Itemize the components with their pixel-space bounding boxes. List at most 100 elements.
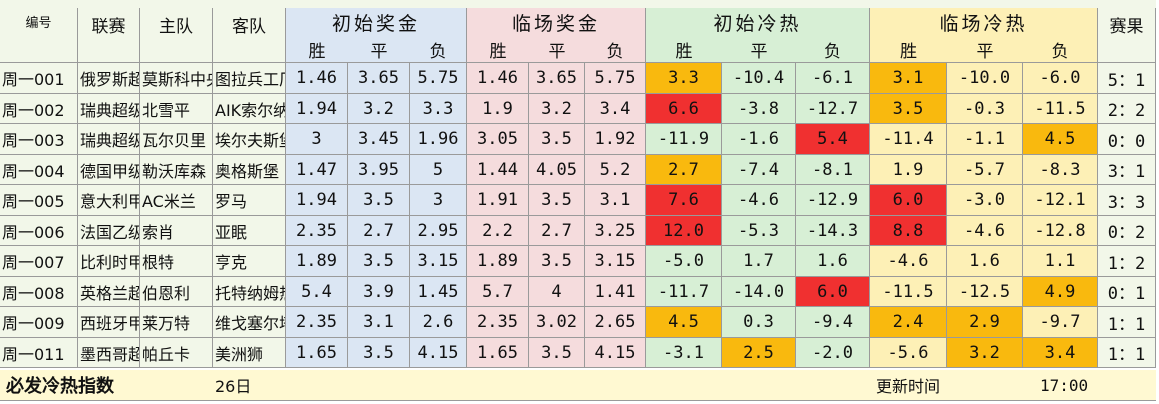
row-home-team[interactable]: AC米兰: [140, 185, 213, 216]
header-initial-heat-sub-2[interactable]: 负: [796, 36, 870, 63]
cell-initial-odds-0[interactable]: 1.65: [286, 338, 348, 368]
cell-live-odds-2[interactable]: 3.1: [585, 185, 646, 216]
cell-live-heat-0[interactable]: 1.9: [870, 155, 947, 185]
cell-live-odds-1[interactable]: 4: [529, 277, 585, 307]
cell-initial-odds-0[interactable]: 1.94: [286, 185, 348, 216]
cell-initial-odds-1[interactable]: 3.5: [348, 185, 410, 216]
cell-live-odds-2[interactable]: 2.65: [585, 307, 646, 338]
cell-initial-heat-1[interactable]: -1.6: [722, 124, 796, 155]
cell-live-heat-1[interactable]: -0.3: [947, 94, 1023, 124]
row-league[interactable]: 德国甲级: [78, 155, 140, 185]
row-id[interactable]: 周一002: [0, 94, 78, 124]
row-home-team[interactable]: 根特: [140, 246, 213, 277]
cell-live-heat-2[interactable]: 4.5: [1023, 124, 1098, 155]
cell-live-odds-1[interactable]: 3.02: [529, 307, 585, 338]
row-result[interactable]: 0：2: [1098, 216, 1156, 246]
cell-initial-odds-2[interactable]: 2.95: [410, 216, 467, 246]
cell-live-odds-0[interactable]: 1.46: [467, 63, 529, 94]
cell-live-odds-1[interactable]: 3.5: [529, 185, 585, 216]
header-group-live-heat[interactable]: 临场冷热: [870, 8, 1098, 36]
cell-initial-heat-2[interactable]: -14.3: [796, 216, 870, 246]
cell-live-heat-2[interactable]: 3.4: [1023, 338, 1098, 368]
row-result[interactable]: 0：0: [1098, 124, 1156, 155]
cell-initial-odds-2[interactable]: 3.15: [410, 246, 467, 277]
cell-initial-heat-2[interactable]: 5.4: [796, 124, 870, 155]
cell-initial-odds-0[interactable]: 3: [286, 124, 348, 155]
cell-live-odds-2[interactable]: 3.25: [585, 216, 646, 246]
cell-initial-odds-2[interactable]: 1.96: [410, 124, 467, 155]
header-group-initial-heat[interactable]: 初始冷热: [646, 8, 870, 36]
cell-initial-heat-2[interactable]: -8.1: [796, 155, 870, 185]
row-league[interactable]: 俄罗斯超: [78, 63, 140, 94]
cell-initial-odds-2[interactable]: 4.15: [410, 338, 467, 368]
cell-initial-odds-1[interactable]: 3.5: [348, 246, 410, 277]
cell-initial-odds-2[interactable]: 5.75: [410, 63, 467, 94]
cell-live-heat-1[interactable]: -10.0: [947, 63, 1023, 94]
row-league[interactable]: 瑞典超级: [78, 94, 140, 124]
cell-initial-heat-1[interactable]: 0.3: [722, 307, 796, 338]
header-initial-odds-sub-2[interactable]: 负: [410, 36, 467, 63]
cell-initial-heat-2[interactable]: -12.9: [796, 185, 870, 216]
cell-live-odds-2[interactable]: 3.15: [585, 246, 646, 277]
cell-initial-heat-2[interactable]: -6.1: [796, 63, 870, 94]
cell-live-odds-0[interactable]: 2.35: [467, 307, 529, 338]
cell-initial-odds-1[interactable]: 3.9: [348, 277, 410, 307]
header-live-odds-sub-0[interactable]: 胜: [467, 36, 529, 63]
cell-live-heat-1[interactable]: 3.2: [947, 338, 1023, 368]
cell-initial-heat-2[interactable]: -9.4: [796, 307, 870, 338]
cell-initial-heat-2[interactable]: 1.6: [796, 246, 870, 277]
row-away-team[interactable]: 托特纳姆热刺: [213, 277, 286, 307]
header-group-initial-odds[interactable]: 初始奖金: [286, 8, 467, 36]
row-league[interactable]: 比利时甲: [78, 246, 140, 277]
row-result[interactable]: 1：1: [1098, 338, 1156, 368]
row-id[interactable]: 周一009: [0, 307, 78, 338]
cell-live-heat-2[interactable]: -6.0: [1023, 63, 1098, 94]
cell-initial-heat-2[interactable]: 6.0: [796, 277, 870, 307]
cell-live-heat-2[interactable]: -11.5: [1023, 94, 1098, 124]
row-home-team[interactable]: 北雪平: [140, 94, 213, 124]
cell-live-heat-1[interactable]: -4.6: [947, 216, 1023, 246]
cell-initial-heat-1[interactable]: -7.4: [722, 155, 796, 185]
row-home-team[interactable]: 莱万特: [140, 307, 213, 338]
cell-live-heat-1[interactable]: -12.5: [947, 277, 1023, 307]
cell-live-odds-0[interactable]: 1.91: [467, 185, 529, 216]
cell-initial-odds-1[interactable]: 3.5: [348, 338, 410, 368]
row-home-team[interactable]: 帕丘卡: [140, 338, 213, 368]
cell-initial-heat-2[interactable]: -12.7: [796, 94, 870, 124]
cell-initial-heat-0[interactable]: -11.7: [646, 277, 722, 307]
cell-initial-odds-0[interactable]: 1.47: [286, 155, 348, 185]
cell-live-odds-2[interactable]: 5.2: [585, 155, 646, 185]
row-id[interactable]: 周一003: [0, 124, 78, 155]
row-result[interactable]: 1：2: [1098, 246, 1156, 277]
cell-initial-odds-2[interactable]: 3.3: [410, 94, 467, 124]
cell-initial-odds-2[interactable]: 3: [410, 185, 467, 216]
row-away-team[interactable]: 美洲狮: [213, 338, 286, 368]
cell-initial-heat-0[interactable]: -11.9: [646, 124, 722, 155]
header-initial-heat-sub-0[interactable]: 胜: [646, 36, 722, 63]
cell-live-odds-1[interactable]: 3.5: [529, 338, 585, 368]
row-away-team[interactable]: 维戈塞尔塔: [213, 307, 286, 338]
header-result[interactable]: 赛果: [1098, 8, 1156, 63]
header-live-heat-sub-1[interactable]: 平: [947, 36, 1023, 63]
cell-initial-odds-0[interactable]: 2.35: [286, 307, 348, 338]
cell-live-heat-0[interactable]: 6.0: [870, 185, 947, 216]
row-home-team[interactable]: 莫斯科中央陆军: [140, 63, 213, 94]
cell-live-odds-2[interactable]: 5.75: [585, 63, 646, 94]
cell-live-heat-2[interactable]: -8.3: [1023, 155, 1098, 185]
row-home-team[interactable]: 勒沃库森: [140, 155, 213, 185]
row-league[interactable]: 英格兰超: [78, 277, 140, 307]
header-initial-heat-sub-1[interactable]: 平: [722, 36, 796, 63]
cell-live-heat-0[interactable]: 2.4: [870, 307, 947, 338]
cell-live-odds-0[interactable]: 1.44: [467, 155, 529, 185]
cell-initial-odds-0[interactable]: 1.89: [286, 246, 348, 277]
cell-initial-odds-2[interactable]: 5: [410, 155, 467, 185]
cell-live-odds-0[interactable]: 1.65: [467, 338, 529, 368]
cell-initial-heat-0[interactable]: 7.6: [646, 185, 722, 216]
row-away-team[interactable]: 奥格斯堡: [213, 155, 286, 185]
cell-live-odds-1[interactable]: 3.65: [529, 63, 585, 94]
cell-initial-odds-2[interactable]: 2.6: [410, 307, 467, 338]
row-result[interactable]: 3：1: [1098, 155, 1156, 185]
cell-live-heat-0[interactable]: 8.8: [870, 216, 947, 246]
cell-initial-heat-0[interactable]: 2.7: [646, 155, 722, 185]
cell-live-odds-0[interactable]: 3.05: [467, 124, 529, 155]
